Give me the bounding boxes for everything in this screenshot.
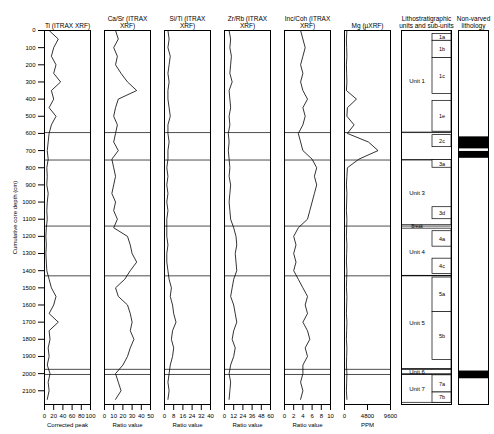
svg-text:Zr/Rb (ITRAXXRF): Zr/Rb (ITRAXXRF)	[228, 15, 268, 30]
svg-text:10: 10	[327, 413, 334, 419]
svg-text:1600: 1600	[22, 302, 36, 308]
svg-text:Ratio value: Ratio value	[292, 422, 323, 428]
svg-text:6: 6	[310, 413, 314, 419]
svg-text:Inc/Coh (ITRAXXRF): Inc/Coh (ITRAXXRF)	[285, 15, 331, 30]
svg-text:12: 12	[230, 413, 237, 419]
svg-text:2: 2	[292, 413, 296, 419]
svg-text:900: 900	[25, 182, 36, 188]
svg-text:2c: 2c	[439, 138, 445, 144]
svg-text:700: 700	[25, 148, 36, 154]
svg-text:Mg (µXRF): Mg (µXRF)	[352, 22, 384, 30]
svg-text:2000: 2000	[22, 371, 36, 377]
svg-text:1100: 1100	[23, 216, 37, 222]
svg-text:0: 0	[223, 413, 227, 419]
svg-text:4a: 4a	[439, 236, 446, 242]
svg-text:8: 8	[320, 413, 324, 419]
svg-text:4c: 4c	[439, 263, 445, 269]
svg-text:4: 4	[301, 413, 305, 419]
svg-text:3d: 3d	[439, 210, 445, 216]
svg-text:Unit 3: Unit 3	[409, 190, 425, 196]
svg-text:0: 0	[32, 27, 36, 33]
svg-text:80: 80	[78, 413, 85, 419]
svg-text:600: 600	[25, 130, 36, 136]
svg-text:1e: 1e	[439, 113, 445, 119]
svg-text:500: 500	[25, 113, 36, 119]
svg-text:Si/Ti (ITRAXXRF): Si/Ti (ITRAXXRF)	[170, 15, 207, 30]
svg-text:Unit 5: Unit 5	[409, 320, 425, 326]
svg-text:4800: 4800	[361, 413, 375, 419]
svg-text:Unit 7: Unit 7	[409, 386, 425, 392]
svg-text:Ti (ITRAX XRF): Ti (ITRAX XRF)	[45, 22, 90, 30]
svg-text:40: 40	[60, 413, 67, 419]
svg-text:32: 32	[198, 413, 205, 419]
svg-text:400: 400	[25, 96, 36, 102]
svg-text:3a: 3a	[439, 161, 446, 167]
svg-text:Non-varvedlithology: Non-varvedlithology	[457, 15, 491, 30]
svg-text:24: 24	[189, 413, 196, 419]
svg-text:9600: 9600	[384, 413, 398, 419]
svg-text:Corrected peak: Corrected peak	[47, 422, 89, 428]
svg-text:24: 24	[240, 413, 247, 419]
svg-text:30: 30	[129, 413, 136, 419]
svg-text:60: 60	[69, 413, 76, 419]
svg-text:Break: Break	[411, 224, 424, 229]
svg-text:1700: 1700	[22, 319, 36, 325]
svg-text:0: 0	[283, 413, 287, 419]
svg-text:Ratio value: Ratio value	[232, 422, 263, 428]
svg-text:200: 200	[25, 62, 36, 68]
svg-text:5b: 5b	[439, 333, 445, 339]
svg-text:7a: 7a	[439, 381, 446, 387]
svg-text:1900: 1900	[22, 353, 36, 359]
svg-text:1400: 1400	[22, 268, 36, 274]
svg-text:Unit 6: Unit 6	[409, 369, 425, 375]
svg-text:1200: 1200	[22, 233, 36, 239]
svg-text:20: 20	[120, 413, 127, 419]
svg-text:36: 36	[249, 413, 256, 419]
svg-text:40: 40	[207, 413, 214, 419]
svg-text:800: 800	[25, 165, 36, 171]
svg-text:100: 100	[85, 413, 96, 419]
svg-text:8: 8	[172, 413, 176, 419]
svg-text:1a: 1a	[439, 34, 446, 40]
svg-text:7b: 7b	[439, 394, 445, 400]
svg-text:Cumulative core depth (cm): Cumulative core depth (cm)	[12, 181, 18, 255]
svg-text:Unit 4: Unit 4	[409, 249, 425, 255]
svg-text:50: 50	[147, 413, 154, 419]
svg-text:5a: 5a	[439, 291, 446, 297]
svg-text:300: 300	[25, 79, 36, 85]
svg-text:1000: 1000	[22, 199, 36, 205]
svg-text:20: 20	[50, 413, 57, 419]
svg-text:0: 0	[343, 413, 347, 419]
svg-text:1300: 1300	[22, 250, 36, 256]
svg-text:Lithostratigraphicunits and su: Lithostratigraphicunits and sub-units	[399, 15, 454, 29]
svg-text:Unit 1: Unit 1	[409, 78, 425, 84]
svg-text:Ca/Sr (ITRAXXRF): Ca/Sr (ITRAXXRF)	[108, 15, 148, 30]
svg-text:2100: 2100	[22, 388, 36, 394]
svg-text:40: 40	[138, 413, 145, 419]
svg-text:0: 0	[43, 413, 47, 419]
svg-text:48: 48	[258, 413, 265, 419]
svg-text:16: 16	[180, 413, 187, 419]
svg-text:60: 60	[267, 413, 274, 419]
svg-text:100: 100	[25, 45, 36, 51]
svg-text:PPM: PPM	[361, 422, 374, 428]
svg-text:1c: 1c	[439, 73, 445, 79]
svg-text:1b: 1b	[439, 46, 445, 52]
svg-text:1800: 1800	[22, 336, 36, 342]
svg-text:Ratio value: Ratio value	[172, 422, 203, 428]
svg-text:0: 0	[103, 413, 107, 419]
svg-text:1500: 1500	[22, 285, 36, 291]
svg-text:0: 0	[163, 413, 167, 419]
svg-text:Ratio value: Ratio value	[112, 422, 143, 428]
svg-text:10: 10	[110, 413, 117, 419]
